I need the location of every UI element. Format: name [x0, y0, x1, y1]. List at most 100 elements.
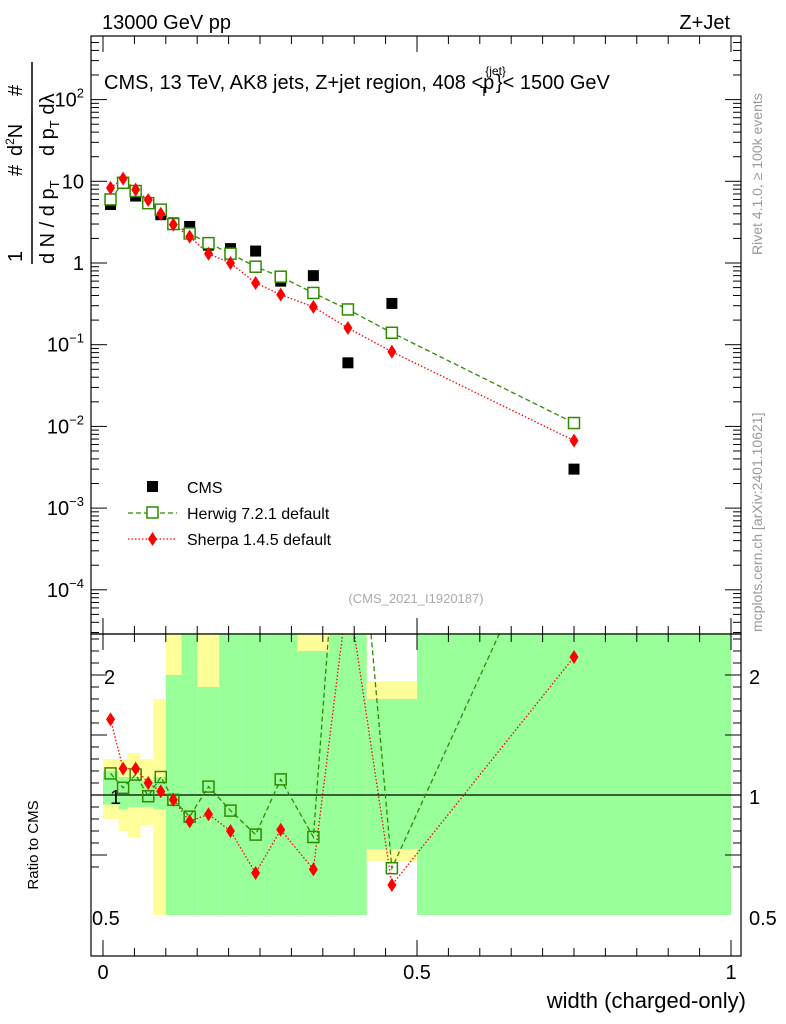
herwig-ratio-point: [224, 804, 237, 817]
main-y-tick-label: 10−4: [47, 576, 84, 602]
herwig-data-point: [341, 303, 355, 316]
sherpa-ratio-point: [251, 866, 261, 880]
legend-label-herwig: Herwig 7.2.1 default: [187, 506, 330, 523]
herwig-ratio-point: [202, 780, 215, 793]
ratio-stat-band: [197, 687, 220, 915]
ratio-stat-band: [219, 634, 242, 915]
sherpa-ratio-point: [156, 784, 166, 799]
main-y-axis-label: # 1 d N / d pT d2N d pT dλ #: [3, 62, 62, 264]
header-left: 13000 GeV pp: [102, 12, 231, 34]
ratio-y-ticks: [91, 638, 741, 868]
ratio-stat-band: [128, 777, 141, 807]
sherpa-ratio-point: [204, 807, 214, 822]
main-y-ticks: [91, 35, 741, 634]
ratio-stat-band: [366, 699, 417, 849]
ratio-ytick-label-left: 0.5: [92, 908, 120, 930]
ratio-ytick-label-right: 0.5: [749, 908, 777, 930]
sherpa-data-point: [156, 206, 166, 221]
sherpa-data-point: [387, 344, 397, 359]
main-x-ticks: [102, 36, 732, 634]
sherpa-data-point: [185, 229, 195, 244]
sherpa-data-point: [143, 193, 153, 208]
main-y-tick-label: 10−1: [47, 331, 84, 357]
chart-title: CMS, 13 TeV, AK8 jets, Z+jet region, 408…: [104, 64, 611, 99]
ratio-stat-band: [329, 634, 367, 915]
sherpa-data-point: [308, 299, 318, 314]
main-y-tick-label: 10−2: [47, 412, 84, 438]
herwig-data-point: [104, 193, 117, 206]
herwig-ratio-point: [307, 830, 320, 844]
herwig-ratio-point: [249, 828, 262, 841]
sherpa-data-point: [204, 246, 214, 261]
sherpa-ratio-point: [276, 822, 286, 837]
sherpa-data-point: [118, 171, 128, 186]
ylabel-one: 1: [5, 251, 27, 262]
legend-label-cms: CMS: [187, 480, 223, 497]
sherpa-ratio-point: [118, 761, 128, 776]
cms-data-point: [386, 297, 398, 309]
legend-marker-sherpa: [148, 532, 157, 546]
herwig-ratio-line: [110, 634, 500, 871]
header-right: Z+Jet: [679, 12, 730, 34]
sherpa-ratio-point: [106, 712, 116, 727]
chart-title-sup: {jet}: [485, 64, 506, 78]
ratio-series-markers: [104, 650, 579, 892]
herwig-ratio-point: [274, 773, 287, 786]
x-tick-label: 1: [725, 962, 736, 984]
x-axis-label: width (charged-only): [546, 988, 746, 1013]
ratio-series-lines: [109, 634, 575, 887]
ratio-stat-band: [417, 634, 731, 915]
herwig-data-point: [307, 286, 320, 300]
chart-title-text: CMS, 13 TeV, AK8 jets, Z+jet region, 408…: [104, 72, 494, 94]
ylabel-hash-top: #: [5, 164, 27, 176]
sherpa-ratio-point: [143, 776, 153, 790]
ratio-x-ticks: [102, 634, 732, 956]
sherpa-data-point: [225, 256, 235, 270]
herwig-data-point: [249, 260, 262, 273]
main-series-markers: [104, 171, 581, 475]
ratio-y-axis-label: Ratio to CMS: [25, 800, 42, 889]
legend-marker-herwig: [146, 506, 159, 519]
ratio-ytick-label-left: 1: [110, 787, 121, 809]
herwig-data-point: [274, 270, 287, 283]
ylabel-num: d2N: [3, 124, 27, 156]
sherpa-ratio-point: [185, 814, 195, 829]
sherpa-ratio-point: [569, 650, 579, 664]
sherpa-data-point: [276, 287, 286, 302]
ratio-stat-band: [181, 634, 198, 915]
ylabel-den: d pT dλ: [37, 94, 62, 156]
sherpa-data-point: [251, 275, 261, 290]
x-tick-label: 0: [97, 962, 108, 984]
sherpa-ratio-point: [131, 761, 141, 776]
main-y-ticklabels: 10−4 10−3 10−2 10−1 1 10 102: [47, 86, 84, 602]
side-label-mcplots: mcplots.cern.ch [arXiv:2401.10621]: [749, 413, 765, 632]
herwig-ratio-point: [104, 767, 117, 780]
sherpa-data-point: [569, 433, 579, 448]
main-y-tick-label: 1: [73, 253, 84, 275]
herwig-ratio-point: [116, 781, 130, 795]
legend-label-sherpa: Sherpa 1.4.5 default: [187, 532, 332, 549]
cms-data-point: [568, 463, 580, 475]
ylabel-hash-right: #: [5, 84, 27, 96]
sherpa-ratio-point: [225, 824, 235, 838]
herwig-data-point: [385, 326, 399, 340]
ratio-ytick-label-left: 2: [104, 667, 115, 689]
ratio-uncertainty-bands: [103, 634, 731, 915]
legend: CMS Herwig 7.2.1 default Sherpa 1.4.5 de…: [128, 480, 332, 549]
cms-data-point: [250, 245, 262, 257]
sherpa-data-point: [168, 217, 178, 232]
analysis-watermark: (CMS_2021_I1920187): [348, 591, 483, 606]
chart-title-sub: T: [480, 84, 488, 99]
herwig-line: [110, 181, 575, 424]
x-tick-label: 0.5: [403, 962, 431, 984]
cms-data-point: [307, 270, 319, 282]
sherpa-ratio-point: [387, 878, 397, 892]
sherpa-data-point: [343, 321, 353, 336]
sherpa-data-point: [106, 180, 116, 195]
herwig-ratio-point: [141, 789, 155, 803]
herwig-data-point: [567, 416, 581, 430]
main-y-tick-label: 10: [62, 171, 84, 193]
sherpa-ratio-point: [168, 792, 178, 807]
legend-marker-cms: [147, 481, 158, 492]
